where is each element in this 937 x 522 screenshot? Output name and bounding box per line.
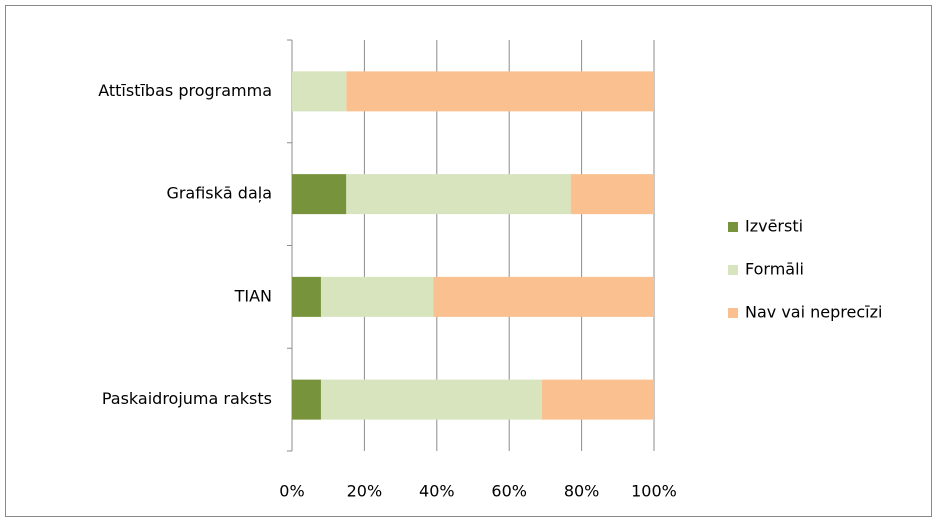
legend-swatch [728,308,738,318]
bar-segment [570,174,654,215]
bar-segment [346,174,571,215]
legend-swatch [728,222,738,232]
y-tick-label: Attīstības programma [98,81,272,100]
bar-segment [292,276,321,317]
x-tick-label: 60% [491,482,527,501]
x-tick-label: 100% [631,482,677,501]
x-tick-label: 40% [419,482,455,501]
bar-segment [346,71,654,112]
legend-swatch [728,265,738,275]
bar-segment [320,276,434,317]
x-tick-label: 80% [564,482,600,501]
x-tick-label: 20% [347,482,383,501]
bar-segment [433,276,654,317]
y-tick-label: Grafiskā daļa [166,184,272,203]
y-tick-label: TIAN [234,286,272,305]
bar-segment [292,71,347,112]
legend-label: Formāli [745,260,804,279]
y-tick-label: Paskaidrojuma raksts [102,389,272,408]
bar-segment [320,379,542,420]
x-tick-label: 0% [279,482,304,501]
legend-label: Nav vai neprecīzi [745,303,882,322]
legend-label: Izvērsti [745,217,803,236]
bar-segment [541,379,654,420]
bar-segment [292,379,321,420]
bar-segment [292,174,347,215]
